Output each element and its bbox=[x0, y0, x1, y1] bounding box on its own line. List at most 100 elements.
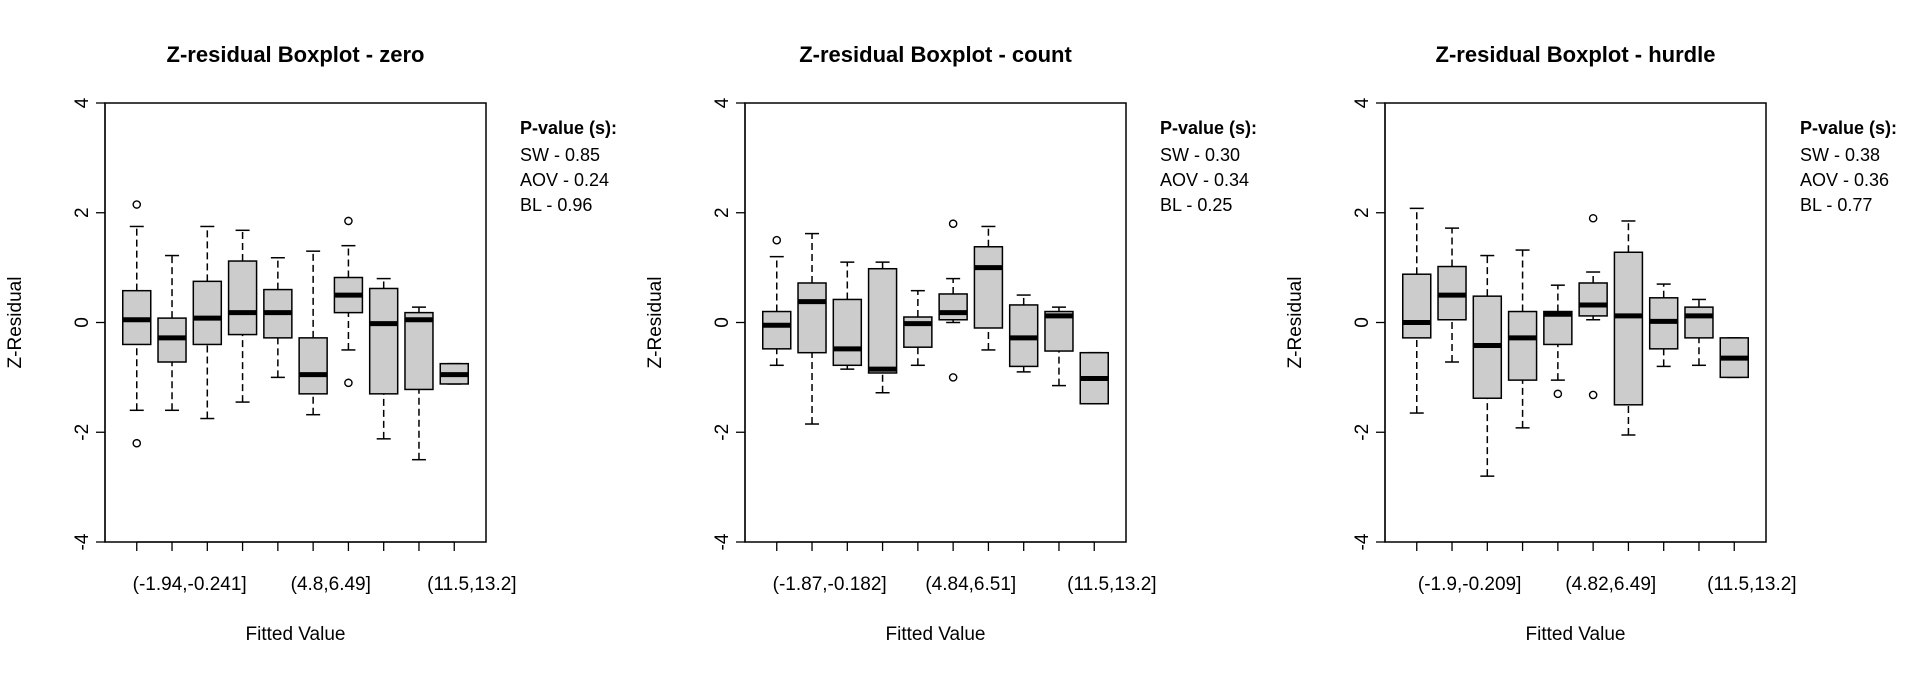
box-7 bbox=[333, 216, 364, 388]
x-tick-label: (4.8,6.49] bbox=[291, 574, 371, 595]
pvalue-line: BL - 0.96 bbox=[520, 195, 592, 215]
pvalue-header: P-value (s): bbox=[1800, 118, 1897, 138]
box-8 bbox=[1648, 283, 1679, 368]
y-tick-label: 0 bbox=[712, 317, 733, 328]
x-tick-label: (4.82,6.49] bbox=[1565, 574, 1656, 595]
box-2 bbox=[797, 232, 827, 425]
box-iqr bbox=[192, 280, 223, 346]
box-iqr bbox=[832, 298, 863, 367]
box-9 bbox=[1044, 306, 1074, 387]
box-5 bbox=[263, 256, 293, 379]
box-4 bbox=[867, 261, 898, 394]
x-tick-label: (11.5,13.2] bbox=[1707, 574, 1796, 595]
box-3 bbox=[1472, 254, 1503, 477]
box-9 bbox=[1684, 298, 1714, 367]
pvalue-line: SW - 0.30 bbox=[1160, 145, 1240, 165]
y-tick-label: 0 bbox=[1352, 317, 1373, 328]
box-7 bbox=[973, 225, 1004, 351]
pvalue-line: AOV - 0.24 bbox=[520, 170, 609, 190]
y-tick-label: 0 bbox=[72, 317, 93, 328]
box-6 bbox=[1578, 213, 1608, 400]
outlier-point bbox=[1588, 213, 1598, 223]
box-4 bbox=[1507, 249, 1538, 429]
y-tick-label: 2 bbox=[72, 207, 93, 218]
outlier-point bbox=[344, 378, 353, 388]
y-tick-label: 4 bbox=[712, 97, 733, 108]
box-5 bbox=[903, 289, 933, 367]
pvalue-line: BL - 0.77 bbox=[1800, 195, 1872, 215]
box-7 bbox=[1613, 220, 1644, 436]
outlier-point bbox=[132, 200, 142, 209]
chart-panel-2: Z-residual Boxplot - count -4 -2 0 2 4 Z-Resid… bbox=[645, 42, 1257, 645]
box-iqr bbox=[1613, 251, 1644, 406]
y-axis-title: Z-Residual bbox=[645, 277, 666, 369]
box-iqr bbox=[1684, 306, 1714, 339]
pvalue-header: P-value (s): bbox=[520, 118, 617, 138]
pvalue-line: AOV - 0.34 bbox=[1160, 170, 1249, 190]
x-axis-title: Fitted Value bbox=[886, 624, 986, 645]
pvalue-line: BL - 0.25 bbox=[1160, 195, 1232, 215]
box-9 bbox=[404, 306, 434, 461]
box-iqr bbox=[1578, 282, 1608, 317]
box-10 bbox=[439, 362, 469, 385]
box-iqr bbox=[973, 246, 1004, 329]
box-iqr bbox=[298, 337, 328, 395]
x-tick-label: (11.5,13.2] bbox=[1067, 574, 1156, 595]
box-1 bbox=[1402, 207, 1432, 414]
pvalue-line: SW - 0.85 bbox=[520, 145, 600, 165]
box-2 bbox=[157, 254, 187, 412]
y-tick-label: -4 bbox=[712, 533, 733, 550]
box-10 bbox=[1719, 337, 1749, 379]
box-5 bbox=[1543, 284, 1573, 399]
box-6 bbox=[298, 250, 328, 416]
box-iqr bbox=[404, 311, 434, 391]
pvalue-line: SW - 0.38 bbox=[1800, 145, 1880, 165]
box-8 bbox=[368, 277, 399, 440]
y-axis-title: Z-Residual bbox=[1285, 277, 1306, 369]
chart-title: Z-residual Boxplot - hurdle bbox=[1436, 42, 1716, 67]
y-tick-label: -2 bbox=[1352, 424, 1373, 441]
x-axis-title: Fitted Value bbox=[1526, 624, 1626, 645]
box-iqr bbox=[867, 267, 898, 374]
chart-title: Z-residual Boxplot - count bbox=[799, 42, 1072, 67]
x-tick-label: (-1.87,-0.182] bbox=[773, 574, 887, 595]
outlier-point bbox=[132, 438, 142, 448]
y-tick-label: -2 bbox=[712, 424, 733, 441]
y-axis-title: Z-Residual bbox=[5, 277, 26, 369]
box-8 bbox=[1008, 294, 1039, 373]
pvalue-line: AOV - 0.36 bbox=[1800, 170, 1889, 190]
y-tick-label: 2 bbox=[712, 207, 733, 218]
box-iqr bbox=[762, 310, 792, 350]
x-tick-label: (4.84,6.51] bbox=[925, 574, 1016, 595]
outlier-point bbox=[344, 216, 353, 226]
outlier-point bbox=[1553, 389, 1563, 399]
x-axis-title: Fitted Value bbox=[246, 624, 346, 645]
x-tick-label: (-1.94,-0.241] bbox=[133, 574, 247, 595]
x-tick-label: (11.5,13.2] bbox=[427, 574, 516, 595]
chart-panel-3: Z-residual Boxplot - hurdle -4 -2 0 2 4 Z-Resi… bbox=[1285, 42, 1897, 645]
outlier-point bbox=[772, 235, 782, 245]
box-iqr bbox=[1543, 310, 1573, 346]
chart-title: Z-residual Boxplot - zero bbox=[167, 42, 425, 67]
box-iqr bbox=[797, 282, 827, 354]
y-tick-label: 4 bbox=[1352, 97, 1373, 108]
chart-panel-1: Z-residual Boxplot - zero -4 -2 0 2 4 Z-Residu… bbox=[5, 42, 617, 645]
box-iqr bbox=[1507, 310, 1538, 381]
box-6 bbox=[938, 219, 968, 382]
box-iqr bbox=[1402, 273, 1432, 339]
box-4 bbox=[227, 229, 258, 403]
y-tick-label: 2 bbox=[1352, 207, 1373, 218]
box-iqr bbox=[227, 260, 258, 336]
box-iqr bbox=[938, 293, 968, 321]
x-tick-label: (-1.9,-0.209] bbox=[1418, 574, 1522, 595]
outlier-point bbox=[948, 219, 958, 229]
box-2 bbox=[1437, 227, 1467, 363]
y-tick-label: -4 bbox=[72, 533, 93, 550]
y-tick-label: -4 bbox=[1352, 533, 1373, 550]
pvalue-header: P-value (s): bbox=[1160, 118, 1257, 138]
box-1 bbox=[762, 235, 792, 367]
box-3 bbox=[192, 225, 223, 420]
box-10 bbox=[1079, 351, 1109, 405]
